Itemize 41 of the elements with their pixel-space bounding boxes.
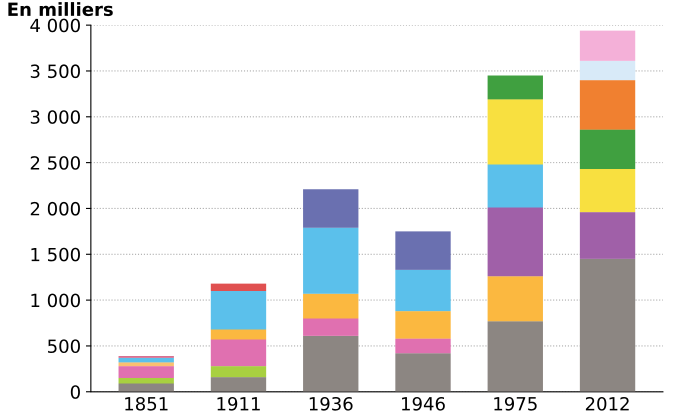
x-tick-label: 1975 — [494, 396, 537, 411]
bar — [580, 258, 636, 392]
bar — [488, 164, 543, 208]
bar — [580, 30, 636, 61]
bar — [580, 60, 636, 80]
y-tick-label: 0 — [70, 385, 80, 399]
bar — [118, 362, 174, 366]
y-tick-label: 2 500 — [30, 156, 80, 170]
bar — [395, 231, 451, 270]
x-tick-label: 2012 — [586, 396, 629, 411]
bar — [580, 169, 636, 212]
bar — [118, 384, 174, 392]
bar — [488, 76, 543, 100]
bar — [488, 99, 543, 164]
chart-title: En milliers — [8, 2, 113, 16]
bar — [303, 336, 358, 392]
y-tick-label: 500 — [48, 339, 80, 354]
bar — [580, 212, 636, 259]
x-tick-label: 1946 — [402, 396, 445, 411]
bar — [210, 377, 266, 392]
bar — [118, 378, 174, 384]
y-tick-label: 1 000 — [31, 294, 80, 308]
y-tick-label: 3 000 — [30, 110, 80, 124]
bar — [488, 321, 543, 392]
x-tick-label: 1936 — [310, 396, 353, 411]
x-tick-label: 1911 — [217, 396, 260, 411]
bar — [395, 270, 451, 312]
bar — [488, 208, 543, 276]
y-tick-label: 1 500 — [31, 248, 80, 262]
y-tick-label: 4 000 — [30, 18, 80, 32]
bar — [395, 353, 451, 392]
bar — [303, 294, 358, 318]
bar — [303, 189, 358, 228]
bar — [395, 311, 451, 339]
y-tick-label: 2 000 — [30, 202, 80, 216]
bar — [580, 80, 636, 130]
x-tick-label: 1851 — [125, 396, 168, 411]
bar — [210, 284, 266, 291]
y-tick-label: 3 500 — [30, 64, 80, 78]
bar — [210, 366, 266, 378]
bar — [303, 228, 358, 294]
